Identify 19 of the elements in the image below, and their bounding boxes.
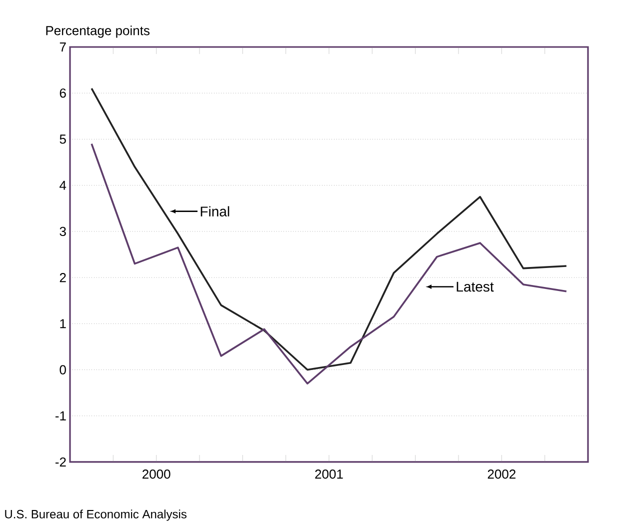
y-axis-title: Percentage points bbox=[46, 26, 150, 38]
y-tick-label: -2 bbox=[55, 457, 66, 467]
line-series bbox=[90, 142, 568, 384]
y-tick-label: 0 bbox=[60, 365, 66, 374]
text: Final bbox=[200, 206, 230, 216]
x-tick-label: 2002 bbox=[488, 470, 516, 479]
series-label: Latest bbox=[456, 282, 494, 292]
y-tick-label: 1 bbox=[60, 319, 66, 328]
y-tick-label: 4 bbox=[60, 180, 66, 190]
x-tick-label: 2000 bbox=[142, 470, 170, 479]
line-series bbox=[90, 88, 568, 371]
y-tick-label: 2 bbox=[60, 273, 66, 282]
y-tick-label: 3 bbox=[60, 226, 66, 236]
y-tick-label: 5 bbox=[60, 134, 66, 144]
x-tick-label: 2001 bbox=[315, 470, 343, 479]
y-tick-label: 6 bbox=[60, 88, 66, 98]
y-tick-label: -1 bbox=[55, 411, 66, 420]
text: U.S. Bureau of Economic Analysis bbox=[5, 510, 186, 521]
y-tick-label: 7 bbox=[60, 42, 66, 52]
